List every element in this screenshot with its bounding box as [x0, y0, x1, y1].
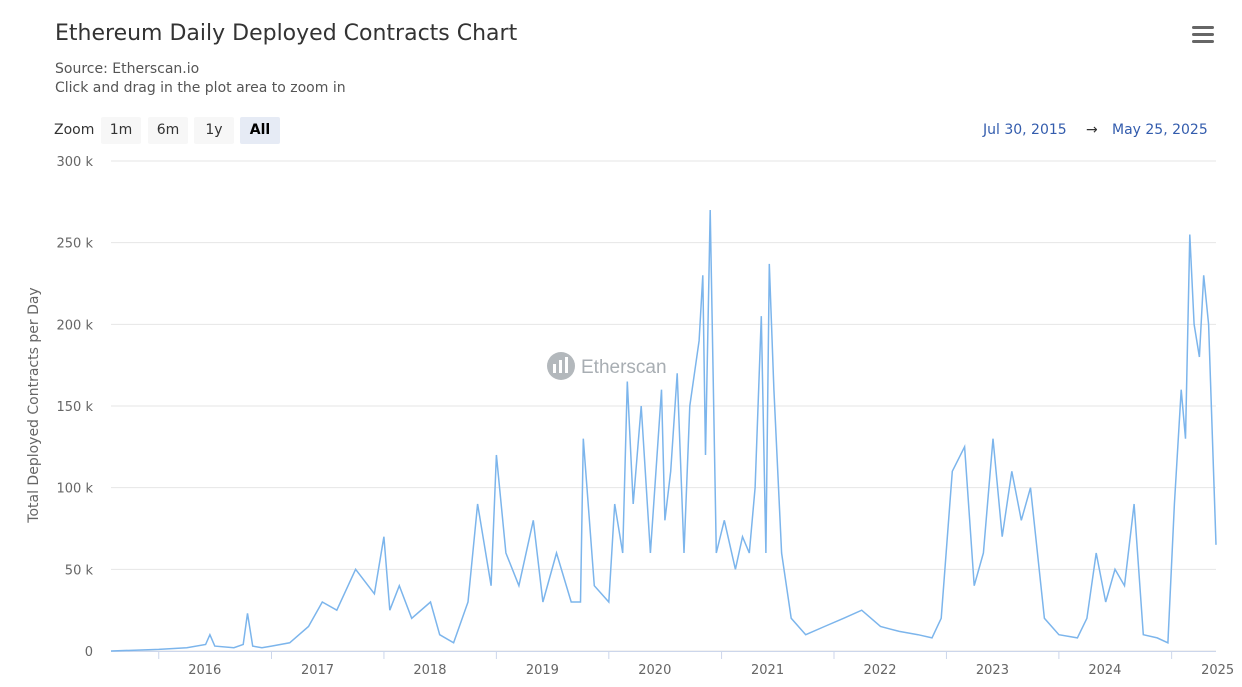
x-tick-label: 2025 [1201, 663, 1234, 678]
chart-title: Ethereum Daily Deployed Contracts Chart [55, 21, 518, 46]
y-tick-label: 250 k [57, 237, 94, 252]
x-tick-label: 2018 [413, 663, 446, 678]
grid-lines [111, 160, 1216, 652]
y-tick-label: 100 k [57, 482, 94, 497]
series-line [110, 209, 1217, 652]
x-tick-label: 2022 [863, 663, 896, 678]
y-tick-label: 0 [85, 645, 93, 660]
hamburger-menu-icon[interactable] [1192, 26, 1214, 46]
watermark-text: Etherscan [581, 357, 667, 378]
range-arrow: → [1086, 122, 1098, 138]
y-axis: 0 50 k 100 k 150 k 200 k 250 k 300 k [57, 155, 94, 660]
zoom-label: Zoom [54, 122, 95, 138]
zoom-1y-button[interactable]: 1y [194, 117, 234, 144]
x-tick-label: 2016 [188, 663, 221, 678]
chart-source: Source: Etherscan.io [55, 61, 200, 77]
etherscan-logo-icon [547, 352, 575, 380]
zoom-6m-button[interactable]: 6m [148, 117, 188, 144]
x-tick-label: 2023 [976, 663, 1009, 678]
x-tick-label: 2021 [751, 663, 784, 678]
y-tick-label: 300 k [57, 155, 94, 170]
zoom-all-button[interactable]: All [240, 117, 280, 144]
x-tick-label: 2020 [638, 663, 671, 678]
etherscan-watermark: Etherscan [547, 352, 667, 380]
x-tick-label: 2024 [1088, 663, 1121, 678]
x-tick-label: 2017 [301, 663, 334, 678]
y-tick-label: 200 k [57, 318, 94, 333]
y-tick-label: 50 k [65, 563, 94, 578]
chart-hint: Click and drag in the plot area to zoom … [55, 80, 346, 96]
y-tick-label: 150 k [57, 400, 94, 415]
zoom-1m-button[interactable]: 1m [101, 117, 141, 144]
x-tick-label: 2019 [526, 663, 559, 678]
y-axis-label: Total Deployed Contracts per Day [26, 287, 42, 523]
range-to-input[interactable]: May 25, 2025 [1112, 122, 1208, 138]
x-axis: 2016 2017 2018 2019 2020 2021 2022 2023 2024 2025 [111, 651, 1234, 678]
range-from-input[interactable]: Jul 30, 2015 [983, 122, 1067, 138]
